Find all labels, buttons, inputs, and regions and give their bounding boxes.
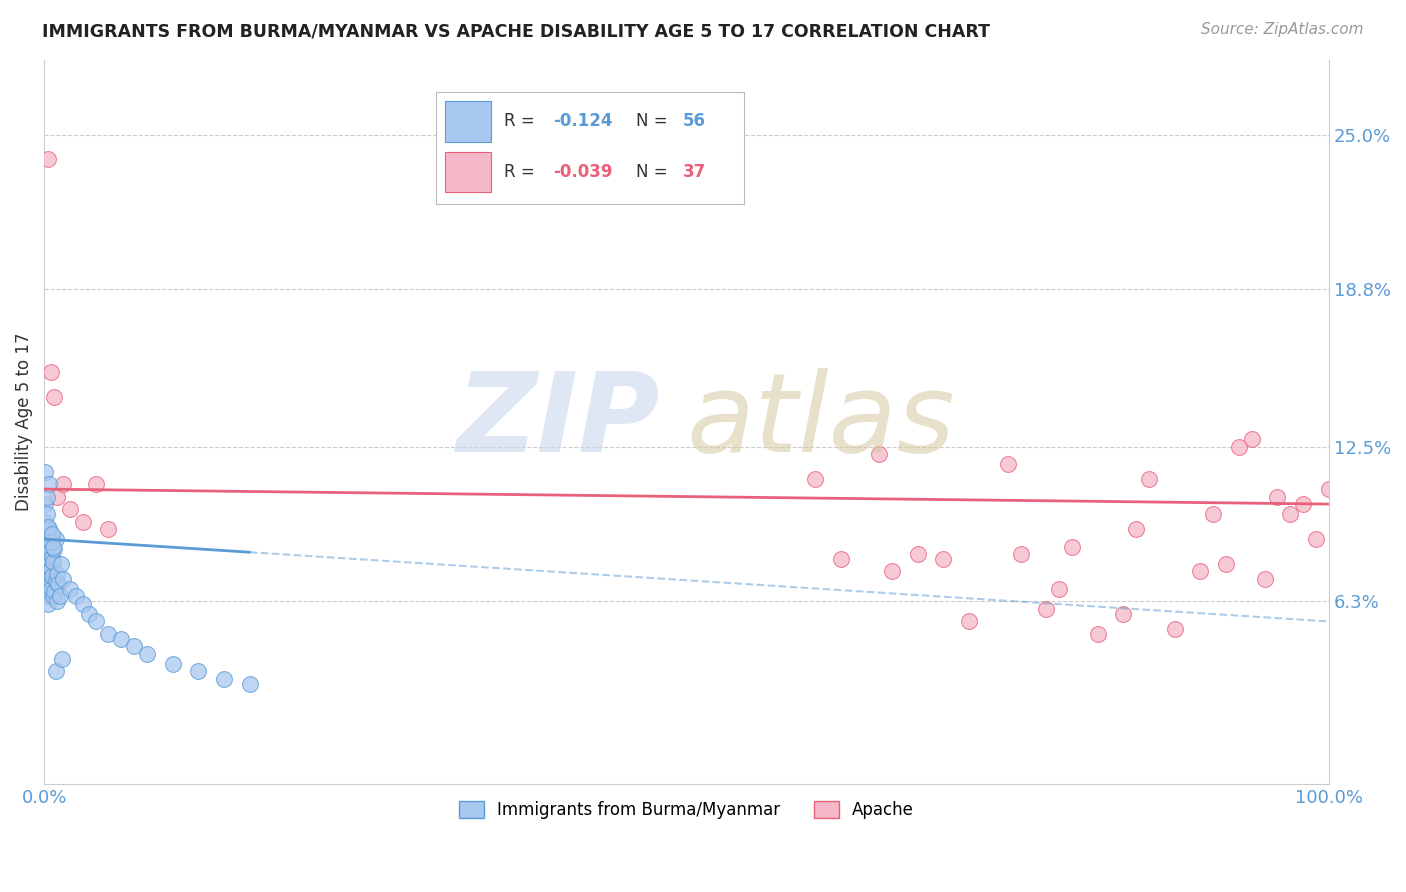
Point <box>1240 432 1263 446</box>
Point <box>1035 602 1057 616</box>
Point <box>59 582 82 596</box>
Point <box>35 527 58 541</box>
Point <box>1279 507 1302 521</box>
Point <box>187 665 209 679</box>
Point <box>34 465 56 479</box>
Point <box>37 597 59 611</box>
Point <box>51 652 73 666</box>
Point <box>41 569 63 583</box>
Point <box>34 547 56 561</box>
Point <box>907 547 929 561</box>
Point <box>34 565 56 579</box>
Point <box>97 627 120 641</box>
Point <box>37 572 59 586</box>
Legend: Immigrants from Burma/Myanmar, Apache: Immigrants from Burma/Myanmar, Apache <box>453 795 921 826</box>
Point <box>1227 440 1250 454</box>
Point <box>39 365 62 379</box>
Point <box>39 582 62 596</box>
Point <box>48 590 70 604</box>
Point <box>38 522 60 536</box>
Point <box>38 565 60 579</box>
Point <box>1125 522 1147 536</box>
Point <box>1112 607 1135 621</box>
Point <box>42 590 65 604</box>
Point <box>39 562 62 576</box>
Point <box>932 552 955 566</box>
Y-axis label: Disability Age 5 to 17: Disability Age 5 to 17 <box>15 333 32 511</box>
Point <box>46 577 69 591</box>
Point <box>35 590 58 604</box>
Point <box>38 477 60 491</box>
Point <box>830 552 852 566</box>
Point <box>84 477 107 491</box>
Point <box>59 502 82 516</box>
Point <box>35 490 58 504</box>
Point <box>1010 547 1032 561</box>
Point <box>1047 582 1070 596</box>
Point <box>1267 490 1289 504</box>
Point <box>52 572 75 586</box>
Point <box>44 541 66 556</box>
Point <box>1202 507 1225 521</box>
Point <box>1317 482 1340 496</box>
Point <box>37 557 59 571</box>
Point <box>1060 540 1083 554</box>
Point <box>35 577 58 591</box>
Point <box>46 594 69 608</box>
Point <box>49 557 72 571</box>
Point <box>45 574 67 589</box>
Point <box>1164 622 1187 636</box>
Point <box>239 677 262 691</box>
Point <box>72 597 94 611</box>
Point <box>41 527 63 541</box>
Text: IMMIGRANTS FROM BURMA/MYANMAR VS APACHE DISABILITY AGE 5 TO 17 CORRELATION CHART: IMMIGRANTS FROM BURMA/MYANMAR VS APACHE … <box>42 22 990 40</box>
Point <box>135 647 157 661</box>
Point <box>41 549 63 564</box>
Point <box>880 565 903 579</box>
Point <box>122 640 145 654</box>
Point <box>997 457 1019 471</box>
Point <box>65 590 87 604</box>
Point <box>162 657 184 671</box>
Point <box>97 522 120 536</box>
Point <box>35 507 58 521</box>
Point <box>957 615 980 629</box>
Point <box>46 490 69 504</box>
Point <box>1253 572 1275 586</box>
Text: atlas: atlas <box>686 368 955 475</box>
Point <box>38 544 60 558</box>
Point <box>44 390 66 404</box>
Point <box>1087 627 1109 641</box>
Point <box>77 607 100 621</box>
Point <box>1137 472 1160 486</box>
Point <box>42 554 65 568</box>
Point <box>35 540 58 554</box>
Point <box>868 447 890 461</box>
Point <box>1292 497 1315 511</box>
Point <box>37 552 59 566</box>
Point <box>45 665 67 679</box>
Point <box>39 534 62 549</box>
Point <box>1305 532 1327 546</box>
Point <box>37 519 59 533</box>
Point <box>804 472 827 486</box>
Point <box>44 584 66 599</box>
Point <box>34 515 56 529</box>
Point <box>72 515 94 529</box>
Point <box>34 497 56 511</box>
Text: ZIP: ZIP <box>457 368 661 475</box>
Point <box>110 632 132 646</box>
Point <box>34 582 56 596</box>
Point <box>37 153 59 167</box>
Point <box>39 577 62 591</box>
Point <box>1215 557 1237 571</box>
Text: Source: ZipAtlas.com: Source: ZipAtlas.com <box>1201 22 1364 37</box>
Point <box>1189 565 1212 579</box>
Point <box>212 672 235 686</box>
Point <box>46 566 69 581</box>
Point <box>52 477 75 491</box>
Point <box>45 532 67 546</box>
Point <box>84 615 107 629</box>
Point <box>42 540 65 554</box>
